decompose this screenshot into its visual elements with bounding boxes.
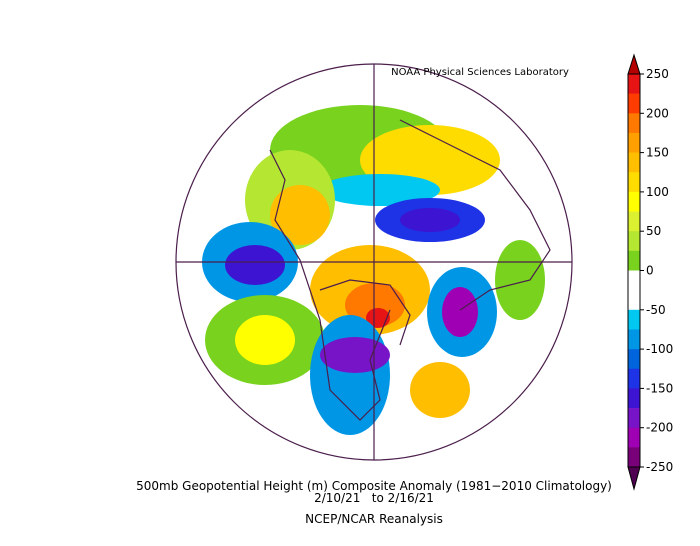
colorbar-band [628,290,640,311]
colorbar-band [628,250,640,271]
colorbar-label: -100 [646,342,673,356]
colorbar-label: -150 [646,381,673,395]
colorbar-under [627,466,641,491]
colorbar-band [628,329,640,350]
colorbar-label: 250 [646,67,669,81]
colorbar-label: -250 [646,460,673,474]
colorbar-band [628,152,640,173]
colorbar-label: -50 [646,303,666,317]
colorbar-band [628,309,640,330]
date-range: 2/10/21 to 2/16/21 [314,491,434,505]
map-title: 500mb Geopotential Height (m) Composite … [136,479,612,493]
colorbar-band [628,113,640,134]
colorbar-band [628,270,640,291]
colorbar-label: 150 [646,146,669,160]
colorbar-band [628,408,640,428]
colorbar-band [628,74,640,94]
colorbar-band [628,388,640,409]
source-label: NOAA Physical Sciences Laboratory [391,67,569,78]
colorbar-band [628,349,640,370]
coastlines [175,63,573,461]
anomaly-field [202,105,545,435]
colorbar-label: 200 [646,106,669,120]
colorbar-label: -200 [646,421,673,435]
colorbar-band [628,132,640,153]
colorbar-band [628,172,640,193]
colorbar-band [628,93,640,114]
colorbar-band [628,211,640,232]
colorbar-label: 50 [646,224,661,238]
colorbar-over [627,53,641,75]
colorbar-band [628,231,640,252]
colorbar-band [628,368,640,389]
colorbar-band [628,447,640,468]
colorbar-label: 100 [646,185,669,199]
colorbar-band [628,427,640,448]
colorbar: 250 200 150 100 50 0 -50 -100 -150 -200 -250 [627,53,673,491]
colorbar-label: 0 [646,264,654,278]
dataset-label: NCEP/NCAR Reanalysis [305,512,443,526]
colorbar-band [628,191,640,212]
